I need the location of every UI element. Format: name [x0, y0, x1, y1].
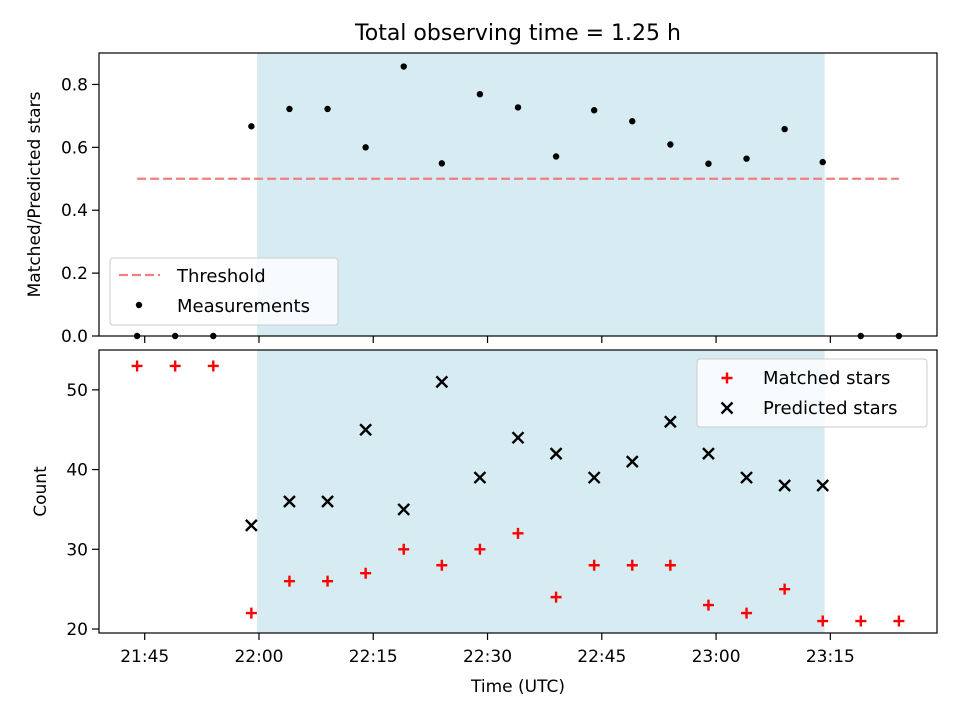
predicted-star-marker: [245, 519, 258, 532]
observing-span: [257, 53, 825, 336]
legend-label: Matched stars: [763, 368, 890, 389]
matched-star-marker: [664, 559, 676, 571]
axes-frame: [98, 52, 938, 337]
matched-star-marker: [855, 615, 867, 627]
legend-label: Threshold: [176, 266, 266, 287]
matched-star-marker: [626, 559, 638, 571]
measurement-point: [362, 144, 369, 151]
y-tick-label: 0.8: [61, 75, 88, 95]
measurement-point: [705, 160, 712, 167]
legend-box: [696, 358, 928, 428]
predicted-star-marker: [587, 471, 601, 484]
predicted-star-marker: [625, 455, 639, 468]
y-tick-label: 0.0: [61, 327, 88, 347]
y-axis-label: Count: [31, 466, 51, 517]
y-tick-label: 0.6: [61, 138, 88, 158]
matched-star-marker: [779, 583, 791, 595]
y-tick-label: 0.4: [61, 201, 88, 221]
measurement-point: [438, 160, 446, 167]
chart-title: Total observing time = 1.25 h: [354, 21, 681, 46]
matched-star-marker: [360, 567, 372, 579]
y-tick-label: 30: [66, 540, 88, 560]
predicted-star-marker: [359, 423, 372, 437]
matched-star-marker: [207, 360, 219, 372]
measurement-point: [476, 90, 484, 98]
predicted-star-marker: [702, 447, 715, 460]
predicted-star-marker: [397, 503, 411, 516]
matched-star-marker: [702, 599, 714, 611]
x-tick-label: 22:45: [577, 647, 626, 667]
measurement-point: [514, 104, 522, 111]
predicted-star-marker: [549, 447, 563, 460]
x-tick-label: 23:15: [806, 647, 855, 667]
axes-frame: [98, 349, 938, 634]
measurement-point: [552, 153, 560, 160]
measurement-point: [590, 107, 598, 114]
matched-star-marker: [588, 559, 600, 571]
predicted-star-marker: [473, 471, 487, 484]
predicted-star-marker: [283, 495, 296, 508]
y-tick-label: 40: [66, 461, 88, 481]
matched-star-marker: [741, 607, 753, 619]
x-tick-label: 21:45: [120, 647, 169, 667]
measurement-point: [667, 141, 674, 148]
x-tick-label: 22:15: [349, 647, 398, 667]
matched-star-marker: [245, 607, 257, 619]
predicted-star-marker: [435, 375, 449, 389]
predicted-star-marker: [740, 471, 753, 484]
top-panel: 0.0 0.2 0.4 0.6 0.8 Matched/Predicted stars Th…: [25, 52, 938, 347]
x-tick-label: 22:00: [234, 647, 283, 667]
x-tick-label: 23:00: [692, 647, 741, 667]
predicted-star-marker: [816, 479, 830, 492]
matched-star-marker: [436, 559, 448, 571]
y-axis-label: Matched/Predicted stars: [25, 91, 45, 297]
matched-star-marker: [512, 527, 524, 539]
y-tick-label: 0.2: [61, 264, 88, 284]
matched-star-marker: [169, 360, 181, 372]
legend-label: Predicted stars: [763, 398, 897, 419]
legend-matched-swatch: [721, 372, 733, 384]
measurement-point: [324, 105, 331, 113]
matched-star-marker: [893, 615, 905, 627]
measurement-point: [286, 105, 293, 113]
predicted-star-marker: [778, 479, 791, 492]
matched-star-marker: [550, 591, 562, 603]
matched-star-marker: [131, 360, 143, 372]
legend-measurement-swatch: [135, 301, 143, 309]
legend-label: Measurements: [177, 296, 310, 317]
matched-star-marker: [398, 543, 410, 555]
measurement-point: [400, 63, 407, 70]
y-tick-label: 50: [66, 381, 88, 401]
predicted-star-marker: [664, 415, 677, 429]
matched-star-marker: [474, 543, 486, 555]
matched-star-marker: [322, 575, 334, 587]
y-tick-label: 20: [66, 620, 88, 640]
measurement-point: [743, 155, 750, 162]
measurement-point: [819, 158, 826, 166]
bottom-panel: 20 30 40 50 21:45 22:00 22:15 22:30 22:45 23:00 23…: [31, 349, 938, 697]
x-axis-label: Time (UTC): [470, 677, 565, 697]
predicted-star-marker: [511, 431, 525, 445]
legend-box: [109, 257, 339, 326]
measurement-point: [629, 118, 636, 125]
x-tick-label: 22:30: [463, 647, 512, 667]
matched-star-marker: [283, 575, 295, 587]
predicted-star-marker: [321, 495, 334, 508]
legend-predicted-swatch: [720, 401, 734, 415]
measurement-point: [248, 123, 255, 130]
matched-star-marker: [817, 615, 829, 627]
measurement-point: [781, 125, 788, 133]
